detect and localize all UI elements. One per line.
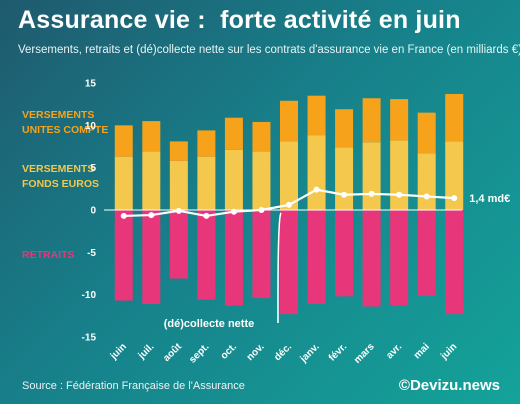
bar-unites-compte (417, 112, 436, 154)
legend-unites-compte-line2: UNITES COMPTE (22, 124, 109, 136)
collecte-point (120, 212, 127, 219)
bar-retraits (169, 210, 188, 279)
last-value-label: 1,4 md€ (469, 193, 510, 205)
bar-unites-compte (197, 130, 216, 157)
x-tick-label: juin (108, 341, 129, 362)
collecte-point (313, 186, 320, 193)
bar-retraits (390, 210, 409, 306)
x-tick-label: août (161, 341, 184, 364)
x-tick-label: janv. (298, 341, 322, 365)
legend-unites-compte: VERSEMENTS UNITES COMPTE (22, 108, 108, 138)
bar-retraits (445, 210, 464, 315)
y-tick-label: -15 (82, 333, 97, 344)
collecte-point (148, 212, 155, 219)
bar-fonds-euros (114, 156, 133, 210)
bar-fonds-euros (197, 156, 216, 210)
bar-unites-compte (252, 121, 271, 152)
bar-retraits (307, 210, 326, 304)
x-tick-label: avr. (384, 341, 404, 361)
y-tick-label: 15 (85, 79, 97, 90)
x-tick-label: mai (412, 341, 432, 361)
bar-unites-compte (280, 100, 298, 142)
bar-retraits (114, 210, 133, 301)
x-tick-label: févr. (327, 341, 349, 363)
collecte-point (203, 212, 210, 219)
y-axis: 15 10 5 0 -5 -10 -15 (82, 79, 97, 344)
bar-fonds-euros (224, 149, 243, 210)
bar-retraits (280, 210, 298, 315)
x-tick-label: déc. (272, 341, 294, 363)
collecte-point (230, 208, 237, 215)
bar-unites-compte (390, 99, 409, 141)
legend-fonds-euros: VERSEMENTS FONDS EUROS (22, 162, 99, 192)
x-tick-label: oct. (219, 341, 240, 362)
bar-retraits (335, 210, 354, 297)
annotations: 1,4 md€ (dé)collecte nette (164, 193, 510, 330)
bar-fonds-euros (169, 160, 188, 210)
collecte-point (258, 207, 265, 213)
bar-unites-compte (224, 117, 243, 150)
bar-unites-compte (445, 94, 464, 142)
x-tick-label: juin (438, 341, 459, 362)
legend-fonds-euros-line2: FONDS EUROS (22, 178, 100, 190)
collecte-line-label: (dé)collecte nette (164, 318, 254, 330)
x-axis: juin juil. août sept. oct. nov. déc. janv. févr.… (108, 341, 460, 366)
bar-fonds-euros (142, 151, 161, 210)
collecte-line-series (120, 186, 458, 219)
x-tick-label: nov. (245, 341, 267, 363)
y-tick-label: -5 (87, 248, 96, 259)
chart-subtitle: Versements, retraits et (dé)collecte net… (18, 44, 520, 56)
bar-unites-compte (114, 125, 133, 157)
chart-title: Assurance vie : forte activité en juin (18, 6, 461, 34)
bar-fonds-euros (252, 151, 271, 210)
y-tick-label: -10 (82, 290, 97, 301)
legend-fonds-euros-line1: VERSEMENTS (22, 163, 95, 175)
bar-fonds-euros (390, 140, 409, 210)
bar-fonds-euros (445, 141, 464, 210)
bar-unites-compte (362, 98, 381, 143)
collecte-point (341, 191, 348, 198)
bar-unites-compte (335, 109, 354, 148)
y-tick-label: 10 (85, 121, 97, 132)
collecte-point (451, 195, 458, 202)
legend-retraits-label: RETRAITS (22, 249, 75, 261)
bar-retraits (142, 210, 161, 304)
legend-unites-compte-line1: VERSEMENTS (22, 109, 95, 121)
collecte-point (396, 191, 403, 198)
bar-fonds-euros (417, 153, 436, 210)
collecte-point (286, 201, 292, 208)
x-tick-label: mars (352, 341, 377, 366)
bar-fonds-euros (280, 141, 298, 210)
bar-retraits (252, 210, 271, 299)
collecte-point (368, 190, 375, 197)
brand-logo: ©Devizu.news (398, 377, 500, 394)
x-tick-label: juil. (136, 341, 157, 362)
bar-fonds-euros (307, 135, 326, 210)
bar-retraits (417, 210, 436, 296)
bar-retraits (197, 210, 216, 300)
bar-retraits (224, 210, 243, 306)
x-tick-label: sept. (187, 341, 211, 365)
legend-retraits: RETRAITS (22, 248, 75, 263)
y-tick-label: 5 (90, 163, 96, 174)
bar-fonds-euros (335, 147, 354, 210)
bar-retraits (362, 210, 381, 307)
collecte-point (175, 207, 182, 214)
bar-unites-compte (169, 141, 188, 161)
annotation-pointer (277, 212, 282, 323)
bar-unites-compte (307, 95, 326, 136)
collecte-point (423, 193, 430, 200)
source-note: Source : Fédération Française de l'Assur… (22, 380, 245, 392)
y-tick-label: 0 (90, 206, 96, 217)
bar-fonds-euros (362, 142, 381, 210)
bar-unites-compte (142, 121, 161, 152)
